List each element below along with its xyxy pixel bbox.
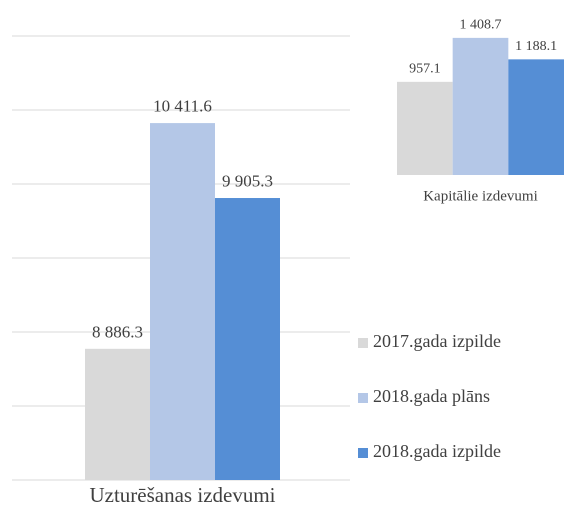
legend-swatch (358, 448, 368, 458)
bar (85, 348, 150, 480)
legend-label: 2017.gada izpilde (373, 331, 501, 351)
bar (508, 59, 564, 176)
bar (452, 37, 509, 175)
data-label: 957.1 (409, 61, 441, 76)
bar (215, 198, 280, 480)
legend-label: 2018.gada izpilde (373, 441, 501, 461)
data-label: 8 886.3 (92, 322, 143, 341)
category-label: Uzturēšanas izdevumi (89, 483, 275, 507)
bar (397, 81, 453, 175)
legend-swatch (358, 338, 368, 348)
data-label: 1 408.7 (460, 18, 502, 33)
bar (150, 123, 215, 481)
data-label: 9 905.3 (222, 172, 273, 191)
legend-swatch (358, 393, 368, 403)
legend-label: 2018.gada plāns (373, 386, 490, 406)
data-label: 10 411.6 (153, 97, 212, 116)
category-label: Kapitālie izdevumi (423, 188, 538, 204)
data-label: 1 188.1 (515, 39, 557, 54)
